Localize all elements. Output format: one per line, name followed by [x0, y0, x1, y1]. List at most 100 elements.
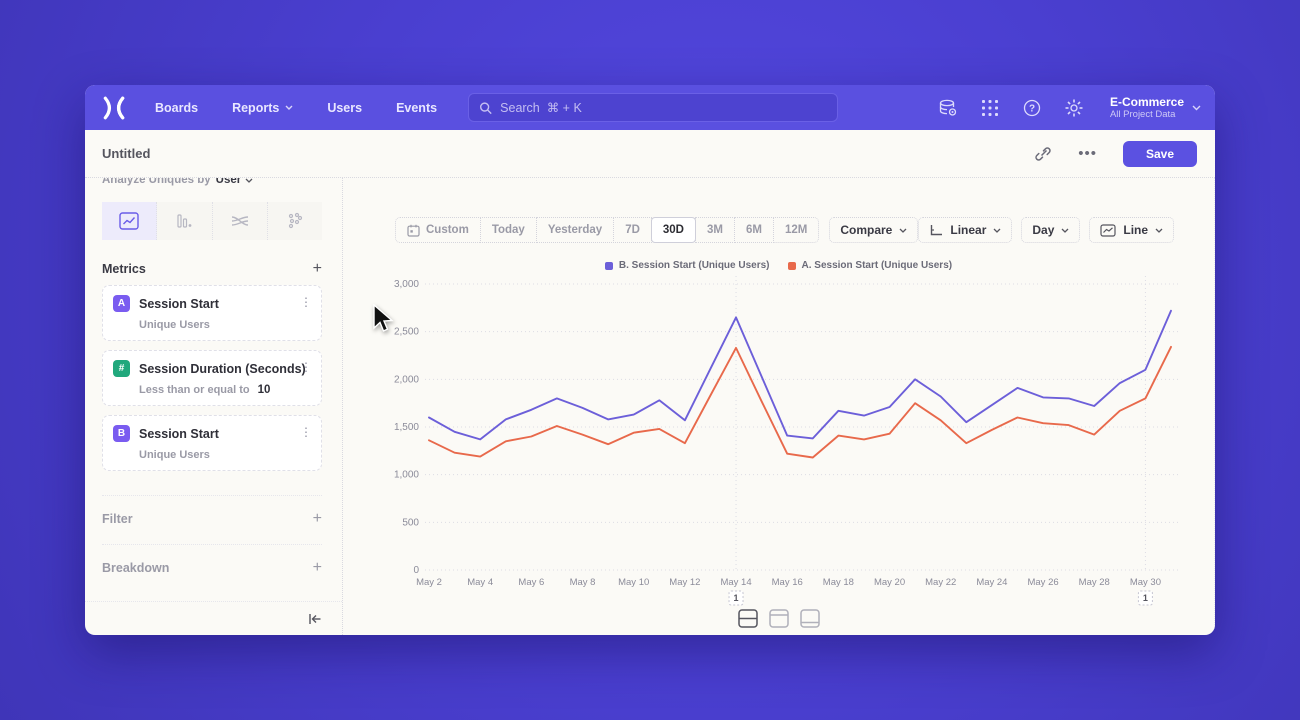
- chevron-down-icon: [1061, 228, 1069, 233]
- app-window: Boards Reports Users Events: [85, 85, 1215, 635]
- linear-scale-icon: [931, 224, 943, 235]
- legend-swatch-b: [604, 261, 613, 270]
- metric-menu-icon[interactable]: ⋮: [300, 425, 312, 439]
- chart-panel: Custom Today Yesterday 7D 30D 3M 6M 12M …: [343, 178, 1215, 635]
- metric-title[interactable]: Session Start: [139, 296, 219, 311]
- nav-item-events[interactable]: Events: [396, 100, 438, 115]
- svg-text:May 6: May 6: [518, 577, 544, 588]
- svg-text:May 14: May 14: [720, 577, 751, 588]
- panel-layout-toggles: [343, 608, 1214, 629]
- report-titlebar: Untitled ••• Save: [85, 130, 1215, 178]
- analyze-by-row: Analyze Uniques by User: [102, 178, 322, 194]
- svg-text:May 20: May 20: [874, 577, 905, 588]
- search-icon: [479, 101, 492, 114]
- range-yesterday-button[interactable]: Yesterday: [535, 217, 615, 243]
- flow-chart-icon: [231, 216, 248, 226]
- layout-bottom-button[interactable]: [799, 608, 821, 629]
- search-bar[interactable]: [468, 93, 838, 122]
- legend-item-b[interactable]: B. Session Start (Unique Users): [604, 260, 770, 271]
- nav-menu: Boards Reports Users Events: [155, 101, 437, 115]
- scatter-chart-icon: [288, 212, 302, 229]
- svg-text:May 16: May 16: [772, 577, 803, 588]
- analyze-by-dropdown[interactable]: User: [216, 178, 254, 186]
- more-options-icon[interactable]: •••: [1078, 145, 1097, 162]
- line-chart[interactable]: 0 500 1,000 1,500 2,000 2,500 3,000 1 1 May 2 May …: [379, 270, 1189, 615]
- compare-dropdown[interactable]: Compare: [829, 217, 919, 243]
- add-filter-button[interactable]: +: [312, 510, 322, 527]
- svg-text:1,000: 1,000: [394, 470, 419, 481]
- legend-item-a[interactable]: A. Session Start (Unique Users): [787, 260, 952, 271]
- metric-menu-icon[interactable]: ⋮: [300, 360, 312, 374]
- apps-grid-icon[interactable]: [980, 98, 1000, 118]
- metric-badge: A: [113, 295, 130, 312]
- date-range-segment: Custom Today Yesterday 7D 30D 3M 6M 12M: [395, 217, 820, 243]
- metric-subtitle[interactable]: Unique Users: [139, 449, 210, 461]
- range-30d-button[interactable]: 30D: [650, 217, 696, 243]
- nav-item-boards[interactable]: Boards: [155, 100, 199, 115]
- metric-title[interactable]: Session Duration (Seconds): [139, 361, 306, 376]
- chevron-down-icon: [1192, 105, 1201, 110]
- range-6m-button[interactable]: 6M: [733, 217, 774, 243]
- search-input[interactable]: [500, 100, 827, 115]
- nav-item-reports[interactable]: Reports: [232, 101, 293, 115]
- report-title[interactable]: Untitled: [102, 146, 151, 161]
- legend-swatch-a: [787, 261, 796, 270]
- chevron-down-icon: [993, 228, 1001, 233]
- nav-item-users[interactable]: Users: [327, 100, 363, 115]
- data-management-icon[interactable]: [938, 98, 958, 118]
- metric-condition-value[interactable]: 10: [257, 384, 271, 396]
- metric-condition[interactable]: Less than or equal to 10: [139, 384, 271, 396]
- svg-text:2,500: 2,500: [394, 327, 419, 338]
- metric-card-b[interactable]: B Session Start ⋮ Unique Users: [102, 415, 322, 471]
- svg-text:May 2: May 2: [416, 577, 442, 588]
- svg-text:1: 1: [1143, 593, 1148, 603]
- svg-text:3,000: 3,000: [394, 279, 419, 290]
- metric-subtitle[interactable]: Unique Users: [139, 319, 210, 331]
- add-metric-button[interactable]: +: [312, 260, 322, 277]
- chart-type-tabs: [102, 202, 322, 240]
- tab-flow-chart[interactable]: [212, 202, 268, 240]
- svg-text:May 26: May 26: [1027, 577, 1058, 588]
- metric-card-a[interactable]: A Session Start ⋮ Unique Users: [102, 285, 322, 341]
- metric-badge: B: [113, 425, 130, 442]
- save-button[interactable]: Save: [1123, 140, 1197, 167]
- layout-split-button[interactable]: [737, 608, 759, 629]
- mouse-cursor: [373, 304, 394, 332]
- range-7d-button[interactable]: 7D: [613, 217, 652, 243]
- metric-card-duration[interactable]: # Session Duration (Seconds) ⋮ Less than…: [102, 350, 322, 406]
- layout-bottom-icon: [799, 609, 820, 628]
- svg-text:May 28: May 28: [1079, 577, 1110, 588]
- share-link-icon[interactable]: [1034, 145, 1052, 163]
- range-12m-button[interactable]: 12M: [772, 217, 820, 243]
- svg-text:?: ?: [1029, 103, 1035, 114]
- mixpanel-logo-icon[interactable]: [101, 95, 127, 121]
- metric-title[interactable]: Session Start: [139, 426, 219, 441]
- svg-text:500: 500: [402, 517, 419, 528]
- bar-chart-icon: [177, 214, 192, 228]
- filter-label: Filter: [102, 512, 133, 526]
- scale-dropdown[interactable]: Linear: [918, 217, 1013, 243]
- range-3m-button[interactable]: 3M: [695, 217, 735, 243]
- tab-line-chart[interactable]: [102, 202, 158, 240]
- project-selector[interactable]: E-Commerce All Project Data: [1109, 95, 1201, 120]
- layout-split-icon: [737, 609, 758, 628]
- metrics-header-row: Metrics +: [102, 260, 322, 277]
- metric-menu-icon[interactable]: ⋮: [300, 295, 312, 309]
- tab-bar-chart[interactable]: [157, 202, 213, 240]
- range-custom-button[interactable]: Custom: [395, 217, 481, 243]
- nav-right-cluster: ? E-Commerce All Project Data: [938, 85, 1201, 130]
- svg-text:May 18: May 18: [823, 577, 854, 588]
- calendar-icon: [407, 224, 420, 237]
- help-icon[interactable]: ?: [1022, 98, 1042, 118]
- collapse-sidebar-icon[interactable]: [308, 613, 322, 625]
- project-subtitle: All Project Data: [1109, 108, 1176, 120]
- add-breakdown-button[interactable]: +: [312, 559, 322, 576]
- svg-text:May 22: May 22: [925, 577, 956, 588]
- settings-gear-icon[interactable]: [1064, 98, 1084, 118]
- query-builder-sidebar: Analyze Uniques by User: [85, 178, 343, 635]
- chart-style-dropdown[interactable]: Line: [1089, 217, 1175, 243]
- tab-scatter-chart[interactable]: [267, 202, 322, 240]
- range-today-button[interactable]: Today: [479, 217, 537, 243]
- interval-dropdown[interactable]: Day: [1021, 217, 1081, 243]
- layout-top-button[interactable]: [768, 608, 790, 629]
